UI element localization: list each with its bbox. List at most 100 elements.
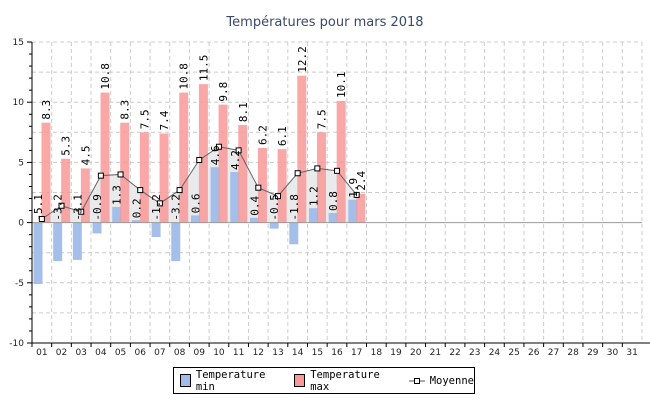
x-tick-label: 31 — [626, 348, 637, 358]
moyenne-point — [215, 143, 222, 150]
moyenne-point — [58, 202, 65, 209]
bar-min — [72, 222, 82, 260]
data-label-max: 6.1 — [276, 126, 289, 146]
legend-item-max: Temperature max — [294, 369, 403, 393]
bar-max — [100, 92, 110, 223]
data-label-min: -0.5 — [268, 194, 281, 221]
data-label-max: 8.1 — [237, 102, 250, 122]
bar-max — [179, 92, 189, 223]
moyenne-point — [78, 208, 85, 215]
bar-max — [336, 100, 346, 223]
bar-min — [308, 208, 318, 223]
x-tick-label: 07 — [154, 348, 165, 358]
bar-max — [139, 132, 149, 223]
data-label-max: 4.5 — [79, 146, 92, 166]
x-tick-label: 16 — [331, 348, 343, 358]
data-label-max: 8.3 — [40, 100, 53, 120]
x-tick-label: 09 — [194, 348, 206, 358]
x-tick-label: 22 — [449, 348, 460, 358]
data-label-max: 10.1 — [335, 71, 348, 98]
x-tick-label: 27 — [548, 348, 559, 358]
data-label-min: 1.3 — [111, 185, 124, 205]
legend-item-moyenne: Moyenne — [408, 375, 474, 387]
y-tick-label: 15 — [13, 38, 24, 48]
data-label-min: 1.9 — [347, 178, 360, 198]
moyenne-point — [334, 167, 340, 174]
data-label-min: -1.2 — [150, 194, 163, 221]
bar-min — [33, 222, 43, 285]
data-label-min: -0.9 — [91, 194, 104, 221]
bar-max — [316, 132, 326, 223]
x-tick-label: 04 — [95, 348, 107, 358]
chart-title: Températures pour mars 2018 — [226, 15, 424, 30]
bar-max — [120, 122, 130, 223]
y-tick-label: 10 — [13, 98, 25, 108]
moyenne-point — [314, 165, 321, 172]
x-tick-label: 20 — [410, 348, 422, 358]
data-label-max: 10.8 — [178, 63, 191, 90]
bar-min — [53, 222, 63, 262]
bar-min — [131, 220, 141, 223]
data-label-max: 9.8 — [217, 82, 230, 102]
x-tick-label: 03 — [75, 348, 86, 358]
legend-label-max: Temperature max — [310, 368, 380, 393]
legend-label-min: Temperature min — [195, 368, 266, 393]
bar-min — [151, 222, 161, 238]
legend-swatch-max — [294, 374, 306, 387]
x-tick-label: 23 — [469, 348, 480, 358]
data-label-max: 8.3 — [119, 100, 132, 120]
bar-min — [190, 215, 200, 223]
x-tick-label: 01 — [36, 348, 47, 358]
bar-min — [249, 217, 259, 223]
bar-min — [92, 222, 102, 234]
data-label-min: -3.2 — [52, 194, 65, 221]
x-tick-label: 28 — [567, 348, 579, 358]
data-label-min: 0.2 — [130, 198, 143, 218]
data-label-max: 2.4 — [355, 170, 368, 190]
data-label-min: -3.1 — [71, 194, 84, 221]
bar-max — [61, 158, 71, 223]
data-label-max: 5.3 — [60, 136, 73, 156]
bar-max — [277, 149, 287, 223]
bar-max — [297, 75, 307, 223]
bar-max — [238, 125, 248, 223]
moyenne-point — [38, 215, 45, 222]
x-tick-label: 10 — [213, 348, 225, 358]
legend-line-marker-icon — [408, 377, 425, 384]
bar-min — [348, 199, 358, 223]
moyenne-point — [137, 187, 144, 194]
bar-max — [41, 122, 51, 223]
x-tick-label: 26 — [528, 348, 540, 358]
moyenne-point — [294, 170, 301, 177]
y-tick-label: -10 — [9, 339, 24, 349]
y-tick-label: 5 — [18, 158, 24, 168]
x-tick-label: 12 — [253, 348, 264, 358]
data-label-min: 4.2 — [229, 150, 242, 170]
moyenne-point — [274, 193, 281, 200]
x-tick-label: 30 — [607, 348, 619, 358]
bar-max — [218, 104, 228, 223]
legend-item-min: Temperature min — [180, 369, 289, 393]
data-label-min: -1.8 — [288, 194, 301, 221]
data-label-min: 4.6 — [209, 145, 222, 165]
data-label-min: 0.4 — [248, 196, 261, 216]
moyenne-point — [97, 172, 104, 179]
x-tick-label: 18 — [371, 348, 383, 358]
data-label-max: 6.2 — [256, 125, 269, 145]
x-tick-label: 17 — [351, 348, 362, 358]
data-label-min: 0.8 — [327, 191, 340, 211]
x-tick-label: 08 — [174, 348, 186, 358]
moyenne-point — [235, 147, 242, 154]
x-tick-label: 02 — [56, 348, 67, 358]
data-label-max: 11.5 — [197, 55, 210, 82]
bar-min — [210, 167, 220, 223]
data-label-max: 7.5 — [138, 109, 151, 129]
bar-max — [198, 84, 208, 223]
x-tick-label: 06 — [134, 348, 146, 358]
x-tick-label: 24 — [489, 348, 501, 358]
legend-swatch-min — [180, 374, 191, 387]
bar-min — [269, 222, 279, 229]
moyenne-point — [176, 187, 183, 194]
moyenne-point — [196, 156, 203, 163]
